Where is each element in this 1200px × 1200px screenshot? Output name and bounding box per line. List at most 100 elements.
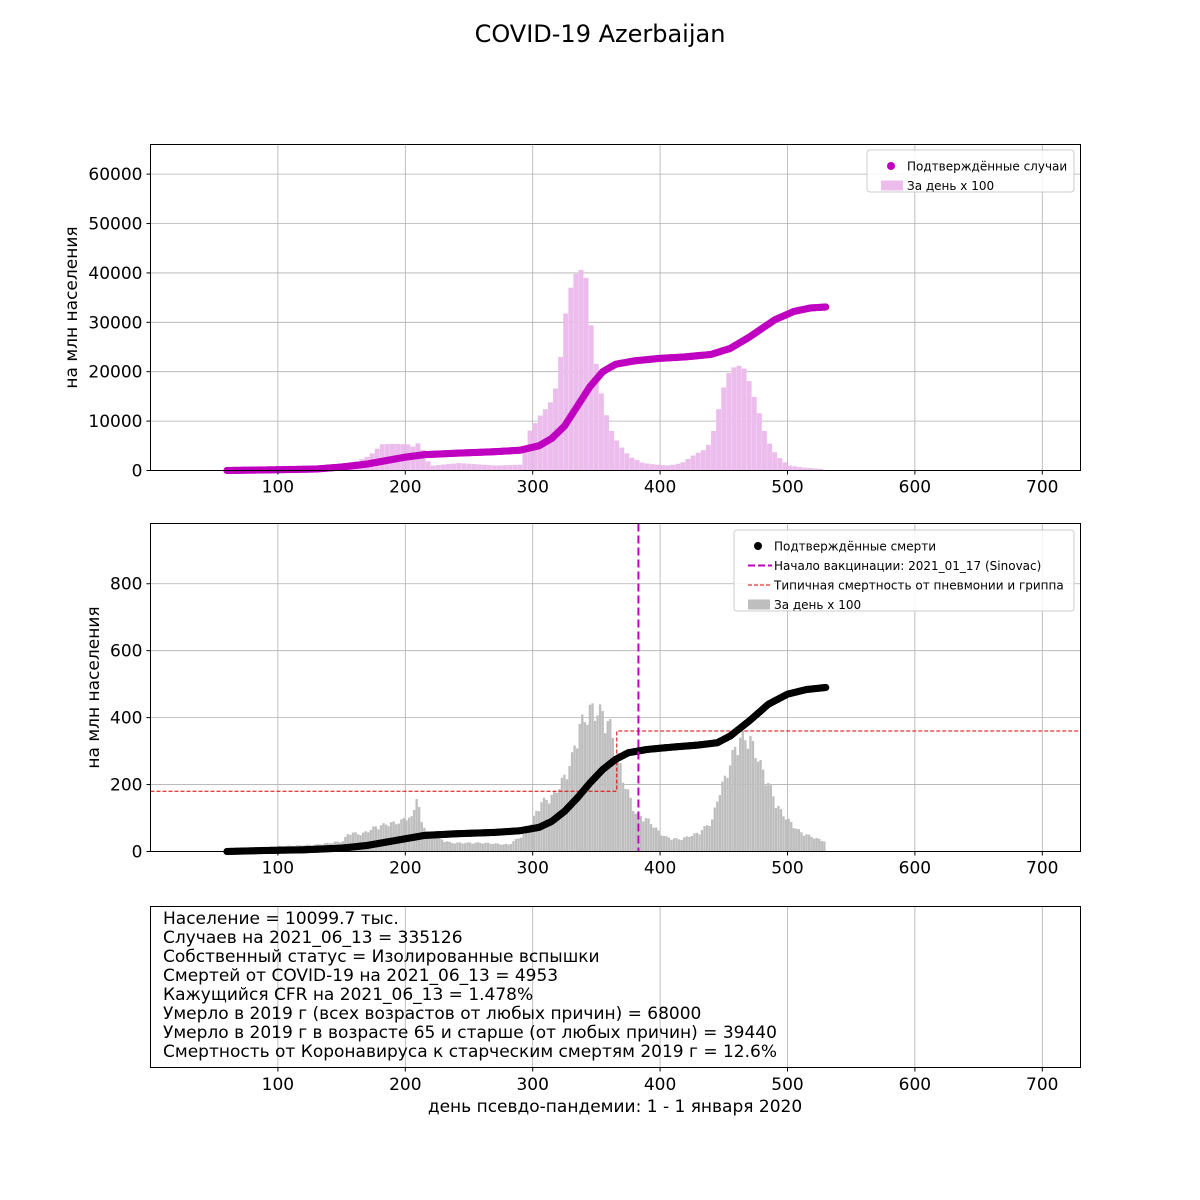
- daily-bar: [652, 827, 655, 852]
- flu-mortality-line: [150, 730, 1081, 792]
- daily-bar: [456, 842, 459, 852]
- daily-bar: [604, 733, 607, 852]
- daily-bar: [703, 826, 706, 852]
- daily-bar: [461, 463, 467, 471]
- daily-bar: [774, 808, 778, 852]
- daily-bar: [423, 827, 426, 852]
- daily-bar: [680, 462, 686, 471]
- daily-bar: [802, 467, 808, 471]
- daily-bar: [614, 756, 617, 852]
- x-tick-label: 600: [899, 1075, 931, 1095]
- daily-bar: [425, 831, 429, 852]
- daily-bar: [616, 753, 620, 852]
- daily-bar: [440, 839, 444, 852]
- daily-bar: [497, 843, 500, 852]
- daily-bar: [807, 468, 813, 471]
- daily-bar: [705, 444, 711, 471]
- daily-bar: [621, 782, 625, 852]
- x-tick-label: 300: [516, 1075, 548, 1095]
- daily-bar: [384, 824, 388, 852]
- daily-bar: [418, 807, 421, 852]
- daily-bar: [379, 444, 385, 471]
- daily-bar: [509, 844, 513, 852]
- daily-bar: [807, 834, 811, 852]
- daily-bar: [690, 455, 696, 471]
- daily-bar: [598, 393, 604, 471]
- y-tick-label: 10000: [88, 412, 142, 432]
- daily-bar: [680, 840, 683, 852]
- info-line: Смертность от Коронавируса к старческим …: [163, 1042, 777, 1062]
- legend-marker: [887, 162, 895, 170]
- daily-bar: [802, 835, 806, 852]
- daily-bar: [461, 843, 464, 852]
- daily-bar: [634, 813, 637, 852]
- daily-bar: [451, 843, 454, 852]
- daily-bar: [532, 815, 536, 852]
- daily-bar: [772, 796, 775, 852]
- daily-bar: [731, 750, 734, 852]
- daily-bar: [662, 835, 665, 852]
- y-tick-label: 600: [110, 642, 142, 662]
- daily-bar: [606, 721, 609, 852]
- daily-bar: [675, 463, 681, 471]
- daily-bar: [746, 381, 752, 471]
- x-tick-label: 500: [771, 478, 803, 498]
- daily-bar: [629, 457, 635, 471]
- daily-bar: [677, 839, 681, 852]
- daily-bar: [517, 838, 520, 852]
- daily-bar: [369, 829, 372, 852]
- daily-bar: [446, 464, 451, 471]
- daily-bar: [583, 277, 589, 471]
- legend: Подтверждённые случаи За день x 100: [866, 149, 1075, 193]
- daily-bar: [463, 843, 467, 852]
- daily-bar: [601, 711, 604, 852]
- daily-bar: [675, 838, 678, 852]
- info-line: Население = 10099.7 тыс.: [163, 909, 399, 929]
- daily-bar: [818, 838, 821, 852]
- daily-bar: [547, 803, 551, 852]
- daily-bar: [657, 830, 660, 852]
- daily-bar: [713, 807, 716, 852]
- x-axis-label: день псевдо-пандемии: 1 - 1 января 2020: [428, 1097, 802, 1117]
- daily-bar: [769, 785, 772, 852]
- daily-bar: [642, 821, 645, 852]
- daily-bar: [364, 831, 367, 852]
- daily-bar: [764, 785, 767, 852]
- daily-bar: [823, 841, 826, 852]
- figure-title: COVID-19 Azerbaijan: [475, 20, 726, 48]
- daily-bar: [410, 816, 413, 852]
- daily-bar: [558, 789, 561, 852]
- y-axis-label: на млн населения: [84, 606, 104, 768]
- daily-bar: [553, 388, 558, 471]
- daily-bar: [654, 827, 658, 852]
- daily-bar: [598, 704, 602, 852]
- x-tick-label: 500: [771, 1075, 803, 1095]
- daily-bar: [632, 810, 635, 852]
- daily-bar: [435, 465, 441, 471]
- daily-bar: [654, 464, 660, 471]
- legend-marker: [748, 599, 770, 610]
- daily-bar: [489, 843, 492, 852]
- info-panel-frame: [150, 906, 1081, 1068]
- daily-bar: [751, 740, 755, 852]
- daily-bar: [779, 809, 783, 852]
- daily-bar: [705, 825, 709, 852]
- daily-bar: [790, 821, 793, 852]
- daily-bar: [792, 828, 795, 852]
- daily-bar: [593, 720, 597, 852]
- x-tick-label: 400: [644, 859, 676, 879]
- daily-bar: [468, 842, 472, 852]
- daily-bar: [596, 715, 599, 852]
- info-line: Собственный статус = Изолированные вспыш…: [163, 947, 600, 967]
- daily-bar: [726, 373, 732, 471]
- daily-bar: [683, 837, 686, 852]
- daily-bar: [522, 451, 528, 471]
- daily-bar: [726, 777, 729, 852]
- daily-bar: [795, 828, 798, 852]
- daily-bar: [456, 463, 462, 471]
- info-panel: Население = 10099.7 тыс.Случаев на 2021_…: [150, 906, 1081, 1095]
- daily-bar: [351, 832, 355, 852]
- daily-bar: [430, 835, 434, 852]
- info-line: Умерло в 2019 г (всех возрастов от любых…: [163, 1004, 701, 1024]
- daily-bar: [746, 748, 750, 852]
